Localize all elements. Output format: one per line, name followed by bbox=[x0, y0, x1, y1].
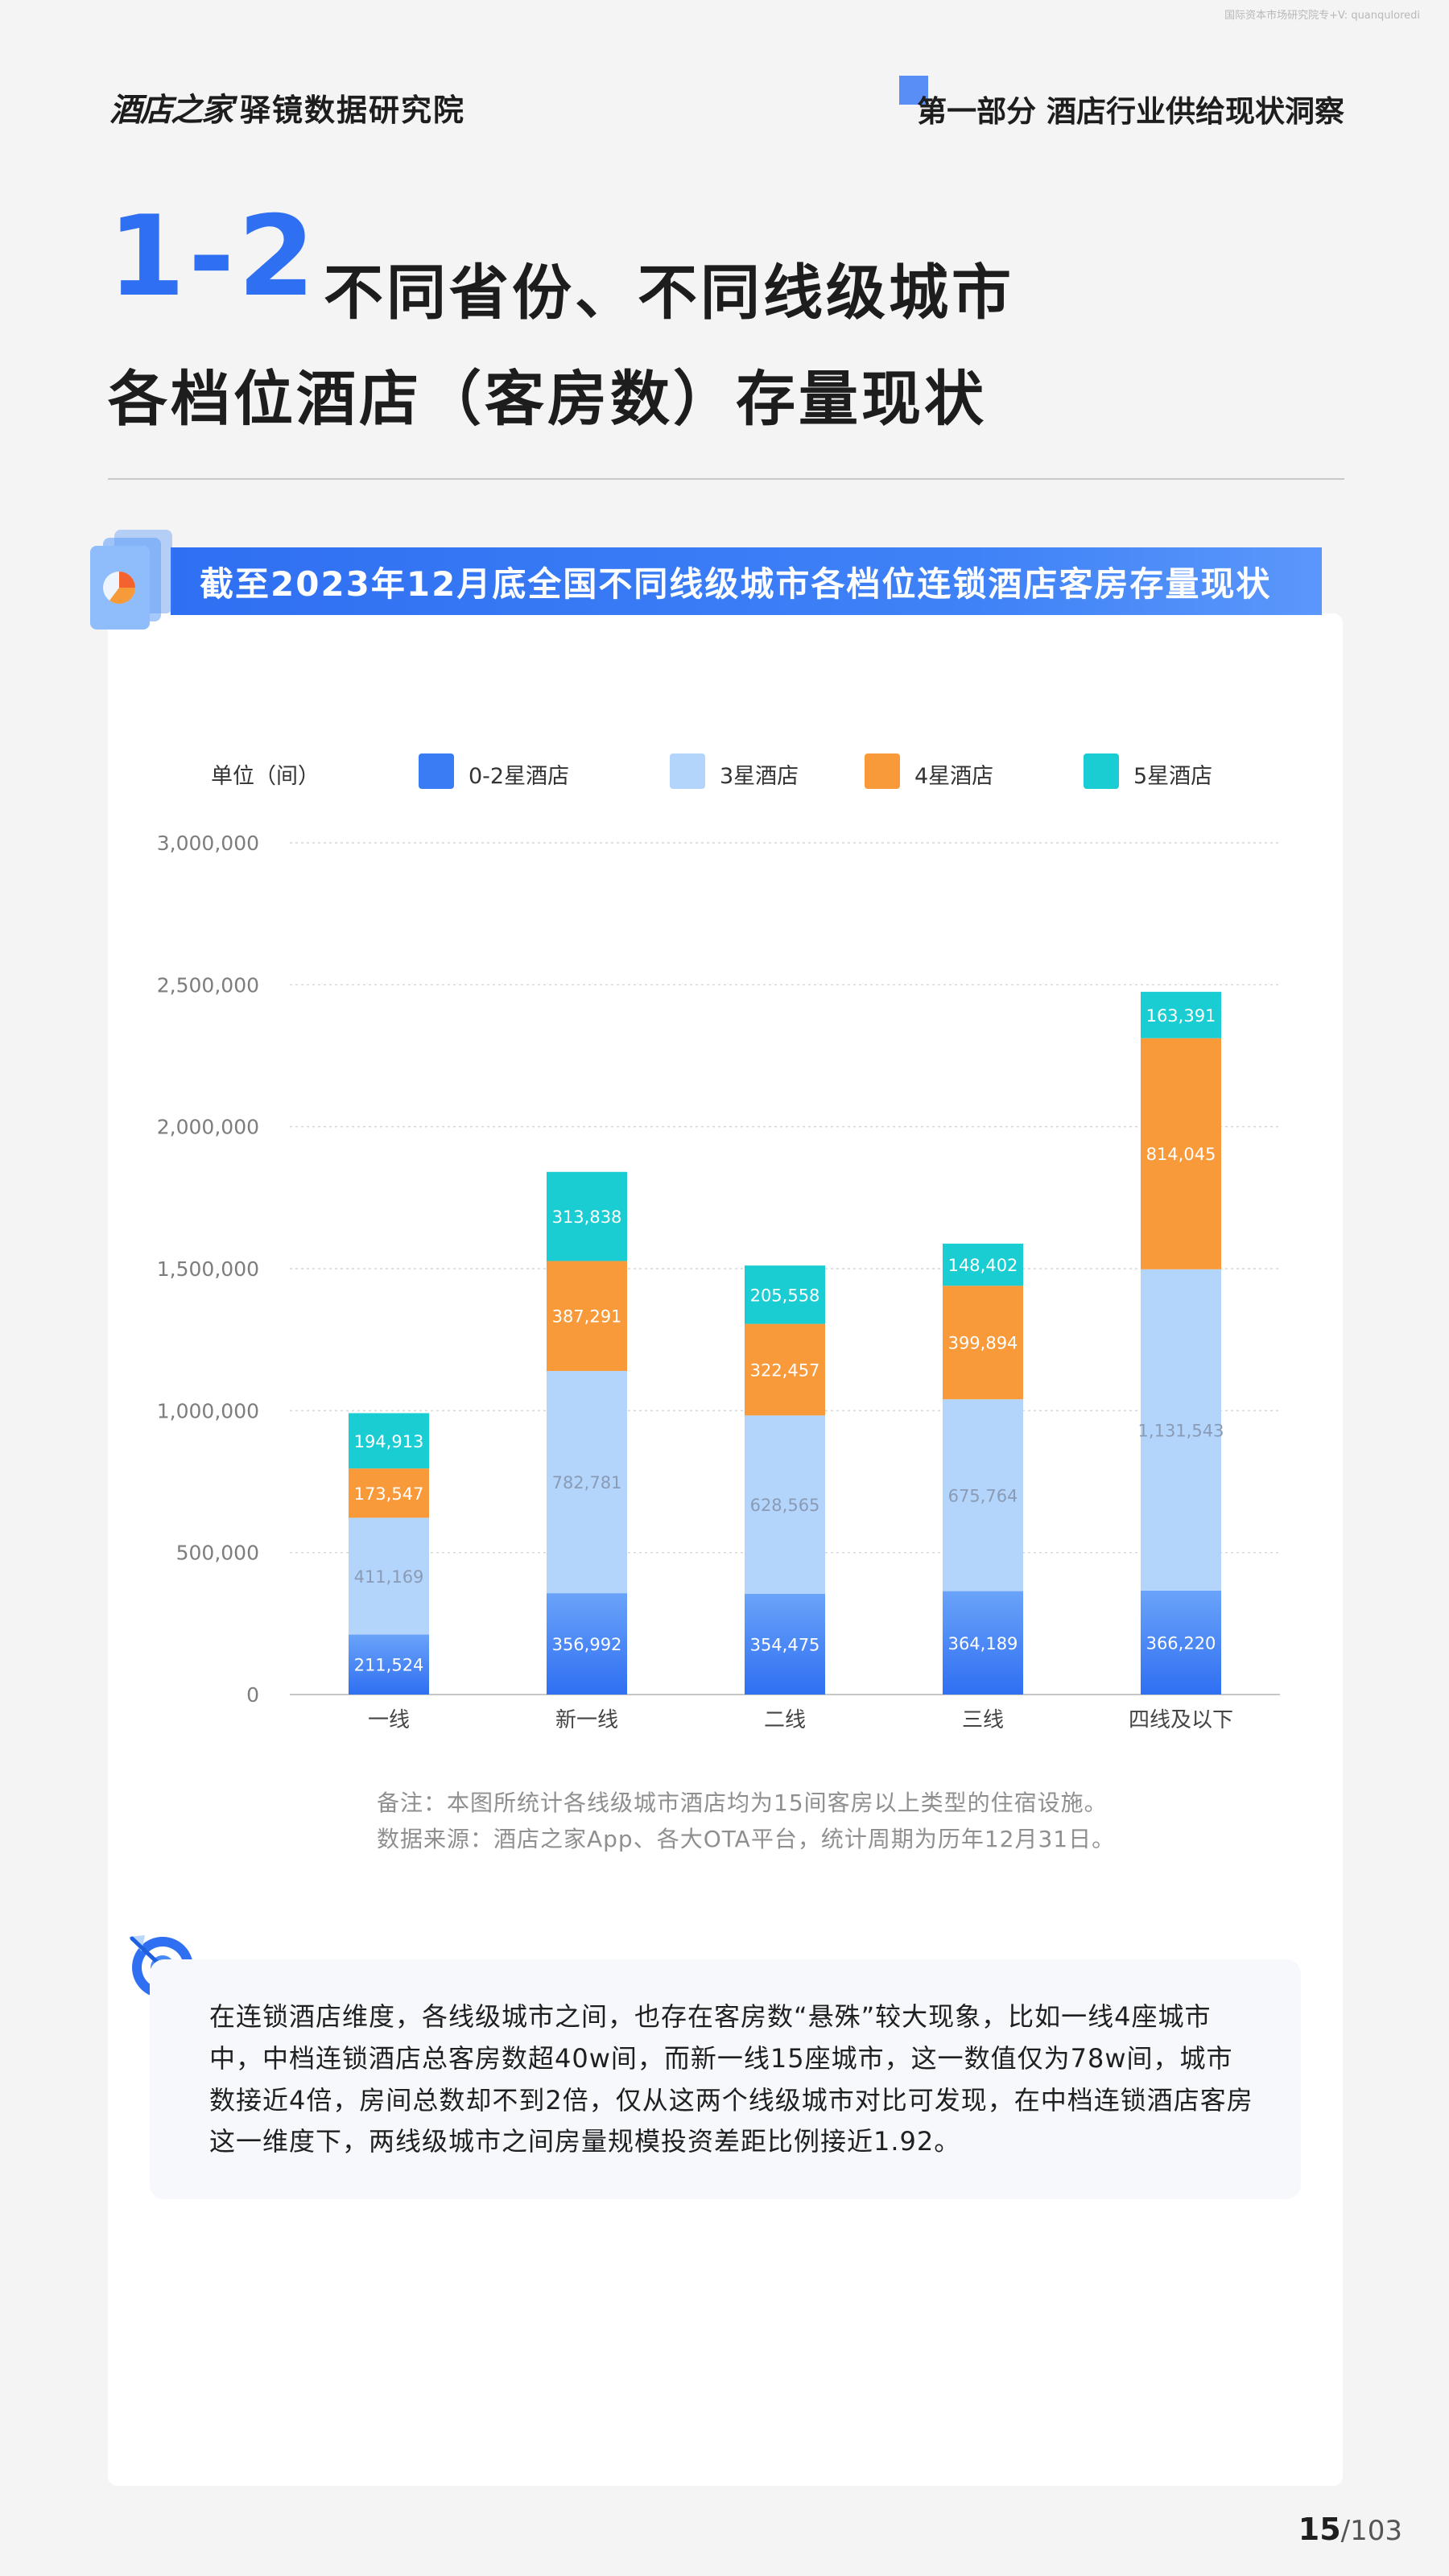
section-number: 1-2 bbox=[108, 192, 319, 321]
data-label: 411,169 bbox=[354, 1567, 424, 1587]
note-line: 备注：本图所统计各线级城市酒店均为15间客房以上类型的住宿设施。 bbox=[377, 1790, 1108, 1816]
bar-segment bbox=[1141, 1038, 1221, 1269]
bar-segment bbox=[745, 1323, 825, 1416]
summary-text: 在连锁酒店维度，各线级城市之间，也存在客房数“悬殊”较大现象，比如一线4座城市中… bbox=[209, 2001, 1253, 2157]
source-line: 数据来源：酒店之家App、各大OTA平台，统计周期为历年12月31日。 bbox=[377, 1825, 1116, 1852]
section-title: 第一部分 酒店行业供给现状洞察 bbox=[917, 94, 1344, 129]
bar-segment bbox=[745, 1415, 825, 1594]
section-tag: 第一部分 酒店行业供给现状洞察 bbox=[899, 76, 1344, 130]
chart-notes: 备注：本图所统计各线级城市酒店均为15间客房以上类型的住宿设施。 数据来源：酒店… bbox=[377, 1785, 1115, 1858]
bar-segment bbox=[349, 1468, 429, 1518]
page-number: 15/103 bbox=[1298, 2512, 1402, 2547]
legend-entry: 4星酒店 bbox=[914, 764, 993, 789]
brand-logo: 酒店之家 驿镜数据研究院 bbox=[109, 84, 465, 130]
data-label: 814,045 bbox=[1146, 1145, 1216, 1164]
section-square-icon bbox=[899, 76, 929, 105]
legend-swatch bbox=[1084, 753, 1119, 789]
stacked-bar-chart: 0 500,000 1,000,000 1,500,000 2,000,000 2,500… bbox=[157, 753, 1280, 1732]
data-label: 322,457 bbox=[750, 1360, 820, 1380]
brand-name: 酒店之家 bbox=[109, 92, 233, 129]
data-label: 356,992 bbox=[552, 1635, 622, 1654]
y-tick-label: 0 bbox=[246, 1683, 259, 1707]
data-label: 211,524 bbox=[354, 1656, 424, 1675]
bar-segment bbox=[1141, 992, 1221, 1038]
data-label: 194,913 bbox=[354, 1432, 424, 1451]
page-title-line1: 不同省份、不同线级城市 bbox=[324, 258, 1014, 328]
watermark: 国际资本市场研究院专+V: quanquloredi bbox=[1224, 10, 1420, 22]
divider bbox=[108, 478, 1344, 480]
y-tick-label: 3,000,000 bbox=[157, 832, 259, 855]
legend-entry: 3星酒店 bbox=[720, 764, 799, 789]
page-current: 15 bbox=[1298, 2512, 1341, 2547]
x-tick-label: 新一线 bbox=[555, 1708, 618, 1732]
data-label: 205,558 bbox=[750, 1286, 820, 1305]
data-label: 148,402 bbox=[948, 1256, 1018, 1275]
data-label: 628,565 bbox=[750, 1496, 820, 1515]
bar-segment bbox=[547, 1171, 627, 1261]
page-total: /103 bbox=[1340, 2515, 1402, 2547]
data-label: 675,764 bbox=[948, 1486, 1018, 1505]
bar-segment bbox=[943, 1591, 1023, 1695]
y-tick-label: 500,000 bbox=[176, 1542, 259, 1565]
bar-segment bbox=[745, 1265, 825, 1324]
bar-segment bbox=[349, 1413, 429, 1469]
bar-segment bbox=[547, 1261, 627, 1372]
legend-entry: 5星酒店 bbox=[1133, 764, 1212, 789]
legend-entry: 0-2星酒店 bbox=[469, 764, 569, 789]
bar-segment bbox=[943, 1399, 1023, 1591]
bar-segment bbox=[745, 1593, 825, 1695]
bar-segment bbox=[1141, 1269, 1221, 1591]
legend-unit-label: 单位（间） bbox=[211, 764, 320, 789]
bar-segment bbox=[349, 1634, 429, 1695]
data-label: 163,391 bbox=[1146, 1006, 1216, 1026]
chart-banner: 截至2023年12月底全国不同线级城市各档位连锁酒店客房存量现状 bbox=[171, 547, 1322, 615]
data-label: 313,838 bbox=[552, 1208, 622, 1227]
bar-segment bbox=[547, 1593, 627, 1695]
y-tick-label: 1,500,000 bbox=[157, 1257, 259, 1281]
bar-segment bbox=[943, 1243, 1023, 1286]
data-label: 366,220 bbox=[1146, 1633, 1216, 1653]
bar-segment bbox=[547, 1371, 627, 1594]
y-tick-label: 2,500,000 bbox=[157, 973, 259, 997]
data-label: 173,547 bbox=[354, 1484, 424, 1504]
bar-segment bbox=[1141, 1590, 1221, 1695]
y-tick-label: 2,000,000 bbox=[157, 1116, 259, 1139]
data-label: 399,894 bbox=[948, 1334, 1018, 1353]
page-title-line2: 各档位酒店（客房数）存量现状 bbox=[108, 365, 987, 434]
x-tick-label: 三线 bbox=[962, 1708, 1004, 1732]
data-label: 1,131,543 bbox=[1138, 1421, 1224, 1440]
x-tick-label: 二线 bbox=[764, 1708, 806, 1732]
legend-swatch bbox=[419, 753, 454, 789]
data-label: 782,781 bbox=[552, 1473, 622, 1492]
data-label: 354,475 bbox=[750, 1635, 820, 1654]
legend-swatch bbox=[865, 753, 900, 789]
data-label: 364,189 bbox=[948, 1634, 1018, 1653]
y-tick-label: 1,000,000 bbox=[157, 1399, 259, 1422]
x-tick-label: 四线及以下 bbox=[1129, 1708, 1233, 1732]
chart-stack-icon bbox=[90, 530, 172, 630]
bar-segment bbox=[943, 1286, 1023, 1400]
bar-segment bbox=[349, 1517, 429, 1635]
summary-box: 在连锁酒店维度，各线级城市之间，也存在客房数“悬殊”较大现象，比如一线4座城市中… bbox=[150, 1959, 1301, 2199]
x-tick-label: 一线 bbox=[368, 1708, 410, 1732]
legend-swatch bbox=[670, 753, 705, 789]
data-label: 387,291 bbox=[552, 1307, 622, 1327]
brand-subtitle: 驿镜数据研究院 bbox=[240, 93, 466, 128]
